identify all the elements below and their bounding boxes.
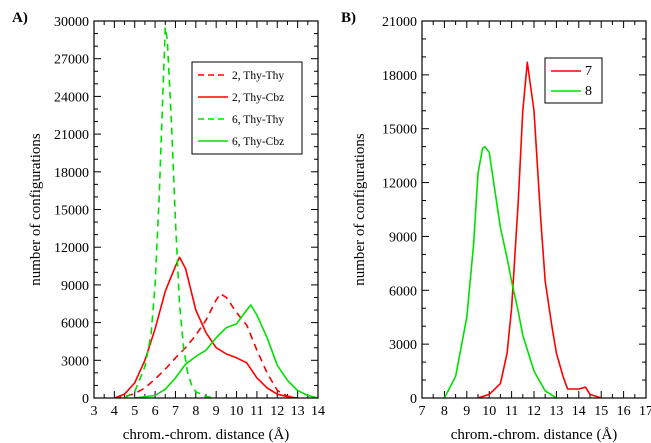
legend-label: 6, Thy-Thy: [232, 114, 284, 126]
panel-a: A) 3 4 5 6 7 8 9 10 11 12 13 14 0 3000 6000 9000 12000 150…: [12, 10, 325, 443]
panel-b: B)7 8 9 10 11 12 13 14 15 16 170300060009000120001…: [341, 10, 651, 443]
y-axis-title: number of configurations: [352, 133, 368, 286]
x-tick-label: 13: [549, 404, 563, 419]
y-tick-label: 9000: [389, 230, 417, 245]
x-tick-label: 7: [419, 404, 426, 419]
y-tick-label: 18000: [382, 69, 417, 84]
panel-label: B): [341, 10, 356, 26]
legend-box: [191, 61, 303, 155]
y-tick-label: 0: [82, 392, 89, 407]
x-tick-label: 17: [639, 404, 651, 419]
y-tick-label: 3000: [389, 338, 417, 353]
x-tick-label: 7: [172, 404, 179, 419]
x-tick-label: 15: [594, 404, 608, 419]
legend-box: [544, 57, 603, 104]
y-tick-label: 15000: [382, 123, 417, 138]
panel-label: A): [12, 10, 28, 26]
y-axis-title: number of configurations: [28, 133, 44, 286]
x-tick-label: 13: [291, 404, 305, 419]
series-line: [114, 292, 298, 398]
y-tick-label: 12000: [382, 177, 417, 192]
x-tick-label: 10: [230, 404, 244, 419]
y-tick-label: 21000: [54, 128, 89, 143]
plot-frame: [421, 20, 647, 399]
legend-label: 8: [585, 84, 592, 99]
x-tick-label: 14: [572, 404, 586, 419]
x-tick-label: 10: [482, 404, 496, 419]
y-tick-label: 30000: [54, 15, 89, 30]
x-tick-label: 9: [463, 404, 470, 419]
y-tick-label: 18000: [54, 166, 89, 181]
x-tick-label: 5: [131, 404, 138, 419]
x-tick-label: 12: [527, 404, 541, 419]
series-line: [477, 61, 602, 398]
legend-label: 7: [585, 64, 592, 79]
series-line: [134, 304, 318, 398]
y-tick-label: 0: [410, 392, 417, 407]
y-tick-label: 9000: [61, 279, 89, 294]
legend-label: 2, Thy-Thy: [232, 70, 284, 82]
x-tick-label: 16: [617, 404, 631, 419]
x-tick-label: 9: [213, 404, 220, 419]
x-tick-label: 12: [270, 404, 284, 419]
y-tick-label: 6000: [389, 284, 417, 299]
x-tick-label: 6: [152, 404, 159, 419]
legend-label: 2, Thy-Cbz: [232, 92, 284, 104]
y-tick-label: 27000: [54, 53, 89, 68]
series-line: [443, 145, 557, 398]
x-axis-title: chrom.-chrom. distance (Å): [451, 427, 618, 443]
x-axis-title: chrom.-chrom. distance (Å): [123, 427, 290, 443]
legend-label: 6, Thy-Cbz: [232, 136, 284, 148]
x-tick-label: 4: [111, 404, 118, 419]
x-tick-label: 11: [250, 404, 263, 419]
series-line: [124, 26, 217, 398]
y-tick-label: 15000: [54, 204, 89, 219]
plot-frame: [93, 20, 319, 399]
x-tick-label: 8: [441, 404, 448, 419]
x-tick-label: 14: [311, 404, 325, 419]
y-tick-label: 6000: [61, 317, 89, 332]
y-tick-label: 3000: [61, 354, 89, 369]
y-tick-label: 12000: [54, 241, 89, 256]
x-tick-label: 8: [192, 404, 199, 419]
x-tick-label: 3: [91, 404, 98, 419]
x-tick-label: 11: [505, 404, 518, 419]
y-tick-label: 21000: [382, 15, 417, 30]
y-tick-label: 24000: [54, 90, 89, 105]
